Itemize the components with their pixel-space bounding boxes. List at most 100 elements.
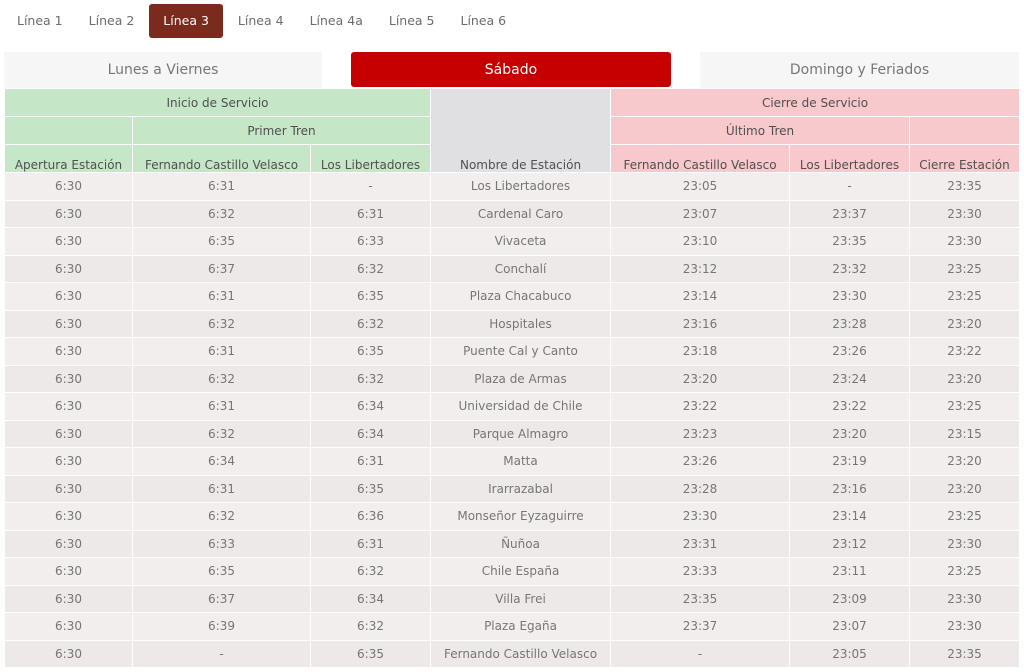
apertura-estacion-cell: 6:30 [4,447,133,476]
primer-ll-cell: 6:35 [309,282,432,311]
apertura-estacion-cell: 6:30 [4,364,133,393]
ultimo-fcv-header: Fernando Castillo Velasco [610,144,791,173]
cierre-estacion-cell: 23:25 [909,502,1021,531]
primer-ll-header: Los Libertadores [309,144,432,173]
cierre-estacion-cell: 23:15 [909,419,1021,448]
primer-fcv-cell: 6:32 [132,364,311,393]
ultimo-fcv-cell: 23:05 [610,172,791,201]
primer-fcv-cell: 6:32 [132,502,311,531]
cierre-servicio-header: Cierre de Servicio [610,88,1021,117]
table-row: 6:30 6:35 6:33 Vivaceta 23:10 23:35 23:30 [4,227,1021,256]
ultimo-ll-cell: 23:19 [789,447,911,476]
ultimo-ll-cell: 23:07 [789,612,911,641]
cierre-estacion-cell: 23:30 [909,612,1021,641]
station-name-cell: Matta [430,447,612,476]
apertura-estacion-cell: 6:30 [4,584,133,613]
apertura-estacion-cell: 6:30 [4,282,133,311]
ultimo-fcv-cell: 23:16 [610,309,791,338]
station-name-cell: Hospitales [430,309,612,338]
ultimo-ll-header: Los Libertadores [789,144,911,173]
primer-ll-cell: 6:35 [309,474,432,503]
ultimo-fcv-cell: 23:12 [610,254,791,283]
schedule-table: Inicio de Servicio Nombre de Estación Ci… [3,88,1021,668]
table-row: 6:30 6:37 6:34 Villa Frei 23:35 23:09 23:30 [4,584,1021,613]
apertura-estacion-cell: 6:30 [4,254,133,283]
tab-linea-6[interactable]: Línea 6 [460,13,507,28]
station-name-cell: Plaza Egaña [430,612,612,641]
tab-sabado[interactable]: Sábado [351,52,671,87]
primer-fcv-cell: 6:32 [132,419,311,448]
tab-lunes-a-viernes[interactable]: Lunes a Viernes [4,52,322,88]
ultimo-ll-cell: 23:05 [789,639,911,668]
tab-domingo-y-feriados[interactable]: Domingo y Feriados [700,52,1019,88]
table-row: 6:30 6:31 6:35 Puente Cal y Canto 23:18 23:26… [4,337,1021,366]
ultimo-ll-cell: 23:22 [789,392,911,421]
ultimo-fcv-cell: 23:23 [610,419,791,448]
apertura-estacion-header: Apertura Estación [4,144,133,173]
primer-ll-cell: 6:32 [309,309,432,338]
apertura-estacion-cell: 6:30 [4,199,133,228]
primer-ll-cell: 6:32 [309,364,432,393]
primer-ll-cell: 6:32 [309,254,432,283]
ultimo-ll-cell: 23:26 [789,337,911,366]
primer-fcv-cell: 6:33 [132,529,311,558]
tab-linea-1[interactable]: Línea 1 [17,13,63,28]
cierre-estacion-cell: 23:25 [909,254,1021,283]
line-tabs: Línea 1 Línea 2 Línea 3 Línea 4 Línea 4a… [4,4,519,38]
ultimo-ll-cell: 23:35 [789,227,911,256]
ultimo-ll-cell: 23:16 [789,474,911,503]
primer-tren-header: Primer Tren [131,116,432,145]
primer-ll-cell: 6:31 [309,529,432,558]
ultimo-ll-cell: 23:12 [789,529,911,558]
ultimo-fcv-cell: 23:37 [610,612,791,641]
ultimo-tren-header: Último Tren [610,116,911,145]
primer-fcv-cell: - [132,639,311,668]
station-name-cell: Cardenal Caro [430,199,612,228]
station-name-cell: Ñuñoa [430,529,612,558]
table-row: 6:30 6:32 6:36 Monseñor Eyzaguirre 23:30 23:1… [4,502,1021,531]
day-tabs: Lunes a Viernes Sábado Domingo y Feriado… [4,52,1019,88]
apertura-estacion-cell: 6:30 [4,612,133,641]
cierre-estacion-cell: 23:30 [909,227,1021,256]
apertura-estacion-cell: 6:30 [4,227,133,256]
primer-ll-cell: 6:36 [309,502,432,531]
ultimo-ll-cell: 23:14 [789,502,911,531]
primer-ll-cell: 6:34 [309,392,432,421]
cierre-estacion-cell: 23:30 [909,529,1021,558]
cierre-estacion-cell: 23:35 [909,639,1021,668]
ultimo-fcv-cell: 23:22 [610,392,791,421]
table-row: 6:30 6:34 6:31 Matta 23:26 23:19 23:20 [4,447,1021,476]
tab-linea-4[interactable]: Línea 4 [237,13,284,28]
primer-fcv-cell: 6:32 [132,309,311,338]
primer-ll-cell: 6:31 [309,447,432,476]
tab-linea-2[interactable]: Línea 2 [88,13,135,28]
cierre-estacion-cell: 23:25 [909,392,1021,421]
ultimo-ll-cell: 23:11 [789,557,911,586]
ultimo-ll-cell: - [789,172,911,201]
station-name-cell: Conchalí [430,254,612,283]
ultimo-ll-cell: 23:24 [789,364,911,393]
table-row: 6:30 6:37 6:32 Conchalí 23:12 23:32 23:25 [4,254,1021,283]
cierre-estacion-header: Cierre Estación [909,144,1021,173]
ultimo-fcv-cell: 23:31 [610,529,791,558]
ultimo-ll-cell: 23:37 [789,199,911,228]
table-row: 6:30 6:32 6:34 Parque Almagro 23:23 23:20 23:1… [4,419,1021,448]
ultimo-ll-cell: 23:32 [789,254,911,283]
cierre-estacion-cell: 23:25 [909,557,1021,586]
primer-fcv-cell: 6:39 [132,612,311,641]
apertura-estacion-cell: 6:30 [4,557,133,586]
primer-fcv-cell: 6:34 [132,447,311,476]
station-name-cell: Vivaceta [430,227,612,256]
table-row: 6:30-6:35 Fernando Castillo Velasco -23:05… [4,639,1021,668]
schedule-body: 6:30 6:31- Los Libertadores 23:05-23:35 6:30… [4,172,1021,668]
tab-linea-4a[interactable]: Línea 4a [309,13,363,28]
apertura-estacion-cell: 6:30 [4,502,133,531]
table-row: 6:30 6:32 6:32 Hospitales 23:16 23:28 23:20 [4,309,1021,338]
tab-linea-5[interactable]: Línea 5 [388,13,435,28]
primer-fcv-cell: 6:37 [132,254,311,283]
tab-linea-3[interactable]: Línea 3 [149,4,223,38]
apertura-estacion-cell: 6:30 [4,529,133,558]
table-row: 6:30 6:31 6:34 Universidad de Chile 23:22 23:… [4,392,1021,421]
station-name-cell: Universidad de Chile [430,392,612,421]
ultimo-fcv-cell: 23:18 [610,337,791,366]
